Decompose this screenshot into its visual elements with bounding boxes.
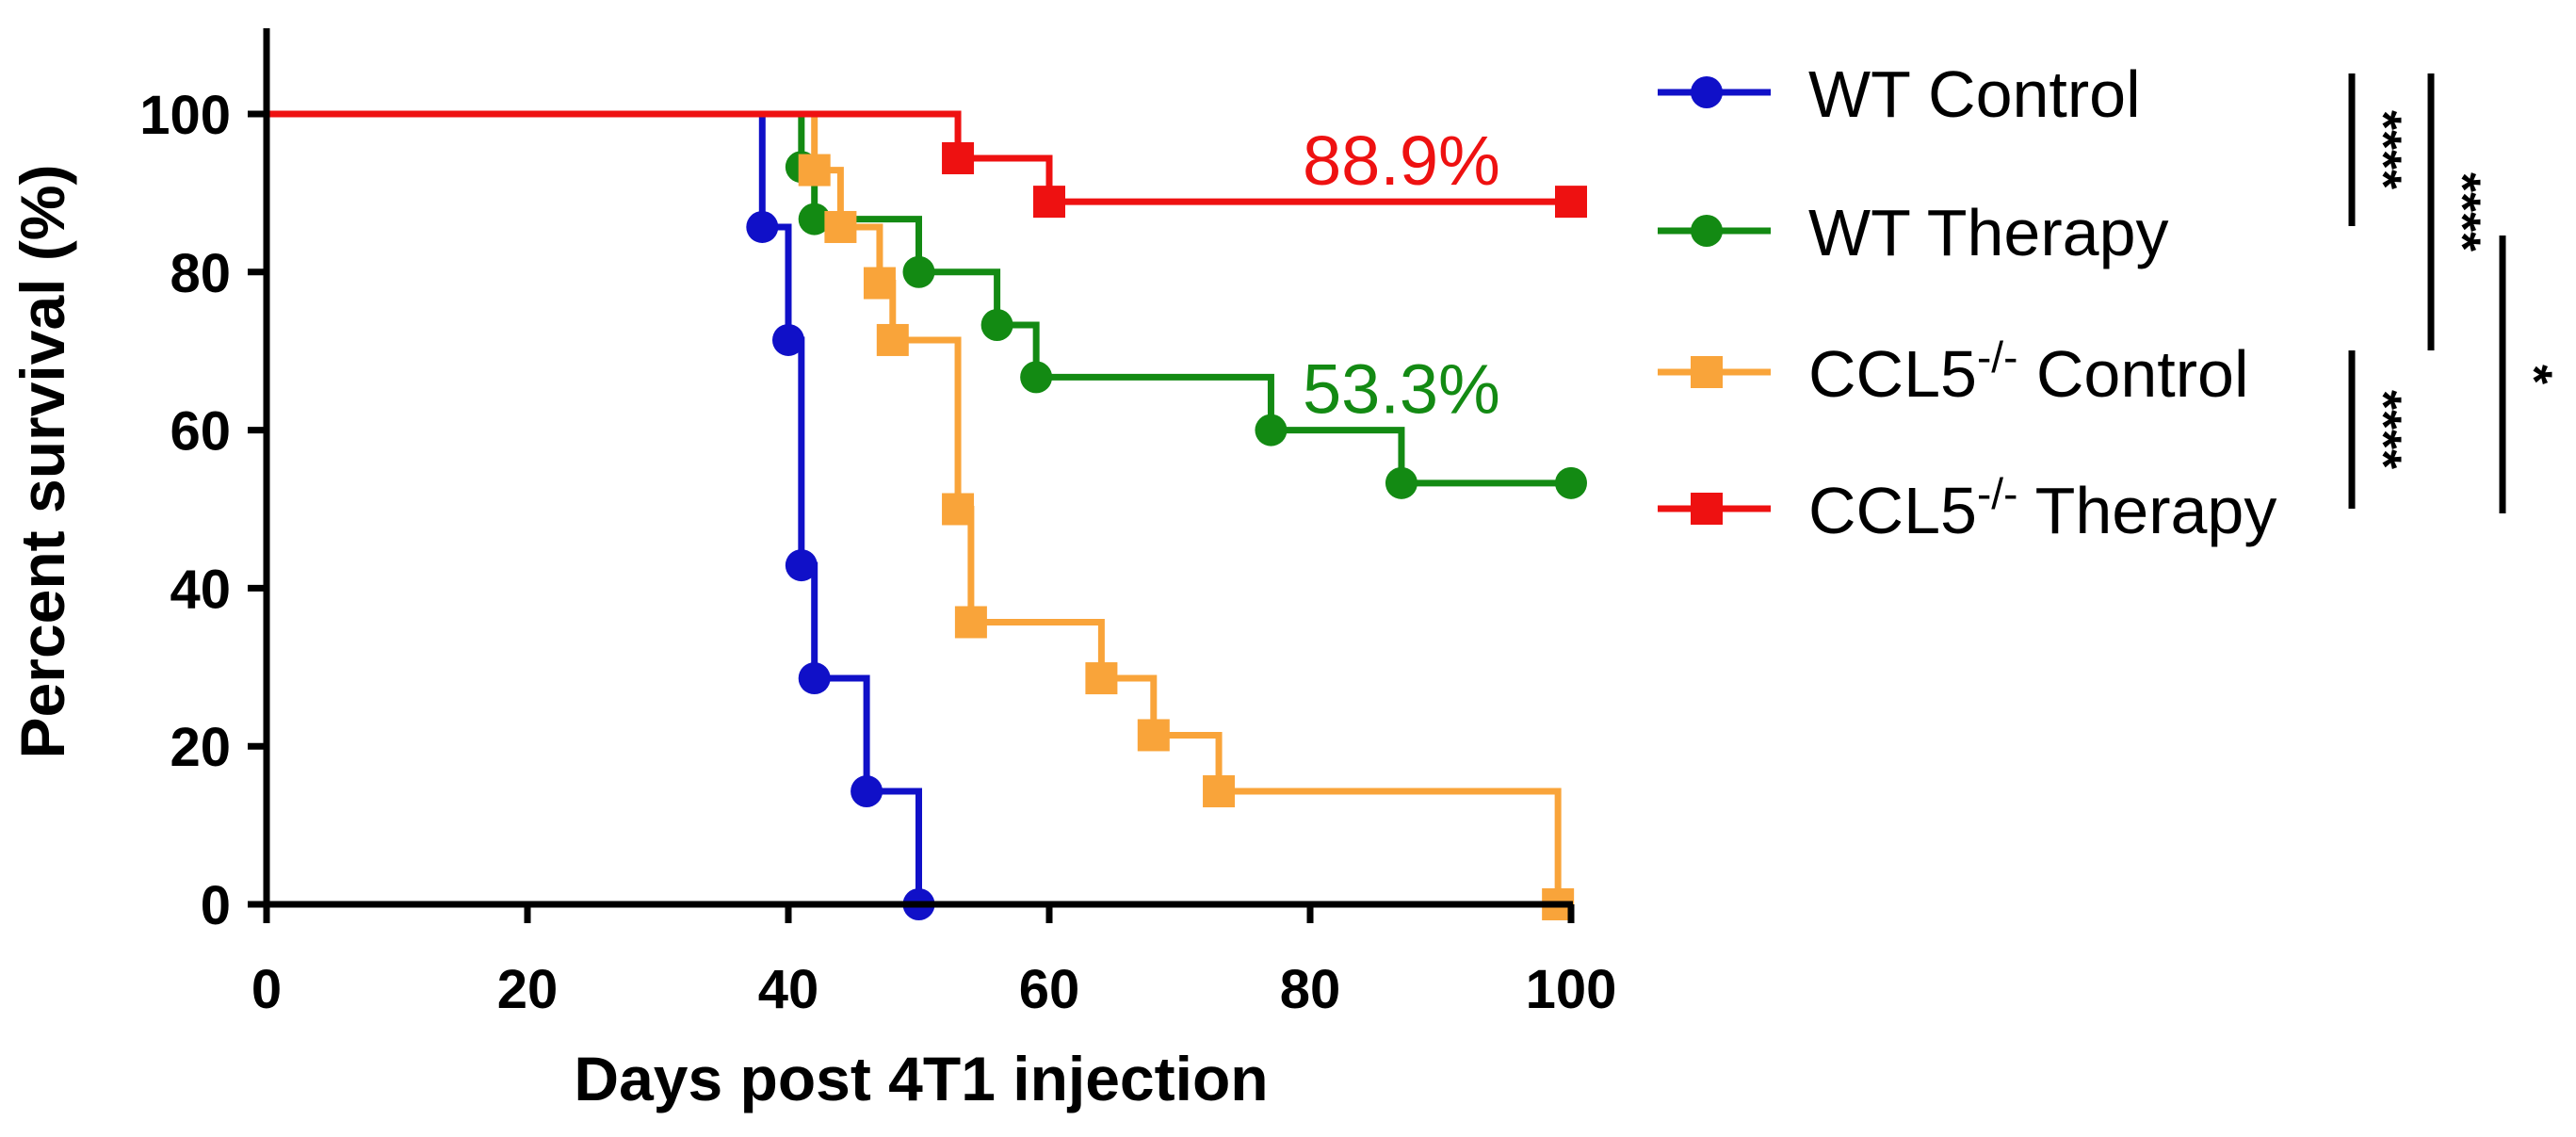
significance-label: **** xyxy=(2356,390,2412,469)
data-point xyxy=(863,267,896,300)
y-tick-label: 20 xyxy=(170,717,231,778)
legend-item: CCL5-/- Control xyxy=(1658,333,2249,411)
data-point xyxy=(798,154,831,187)
annotation-label: 53.3% xyxy=(1303,350,1500,429)
legend-item: WT Control xyxy=(1658,57,2141,131)
legend-marker xyxy=(1691,356,1723,388)
data-point xyxy=(876,323,909,356)
data-point xyxy=(746,210,779,243)
y-tick-label: 40 xyxy=(170,559,231,620)
legend-marker xyxy=(1691,493,1723,525)
y-axis: 0 20 40 60 80 100 xyxy=(139,28,270,936)
data-point xyxy=(1555,186,1587,219)
data-point xyxy=(942,141,975,174)
significance-label: **** xyxy=(2356,110,2412,189)
significance-brackets: ************* xyxy=(2348,73,2563,513)
series-0 xyxy=(267,110,935,920)
data-point xyxy=(824,210,857,243)
legend-marker xyxy=(1691,76,1723,108)
data-point xyxy=(798,203,831,236)
data-point xyxy=(1385,466,1418,499)
data-point xyxy=(1255,414,1288,447)
legend-marker xyxy=(1691,215,1723,247)
data-point xyxy=(785,549,818,582)
y-tick-label: 60 xyxy=(170,401,231,463)
x-tick-label: 100 xyxy=(1526,959,1617,1020)
series-3 xyxy=(267,110,1587,219)
legend-label: CCL5-/- Therapy xyxy=(1808,469,2276,547)
data-point xyxy=(1020,361,1053,394)
legend-item: WT Therapy xyxy=(1658,196,2169,269)
data-point xyxy=(980,309,1013,342)
series-line xyxy=(267,110,1562,904)
data-point xyxy=(851,775,883,808)
legend-label: WT Control xyxy=(1808,57,2141,131)
significance-bracket: **** xyxy=(2348,350,2412,509)
plot-area xyxy=(267,110,1587,920)
data-point xyxy=(902,255,935,288)
x-tick-label: 20 xyxy=(497,959,559,1020)
x-tick-label: 80 xyxy=(1280,959,1341,1020)
x-tick-label: 0 xyxy=(251,959,282,1020)
x-axis-label: Days post 4T1 injection xyxy=(574,1044,1268,1113)
data-point xyxy=(954,606,987,639)
data-point xyxy=(1555,466,1587,499)
data-point xyxy=(1033,186,1065,219)
data-point xyxy=(772,323,804,356)
y-tick-label: 100 xyxy=(139,85,231,146)
legend-label: WT Therapy xyxy=(1808,196,2169,269)
data-point xyxy=(942,493,975,526)
x-tick-label: 60 xyxy=(1019,959,1080,1020)
y-tick-label: 0 xyxy=(201,875,231,936)
significance-label: **** xyxy=(2435,172,2491,252)
y-tick-label: 80 xyxy=(170,243,231,304)
significance-label: * xyxy=(2506,365,2563,384)
series-line xyxy=(267,110,1571,205)
annotation-label: 88.9% xyxy=(1303,122,1500,200)
legend-label: CCL5-/- Control xyxy=(1808,333,2249,411)
legend: WT Control WT Therapy CCL5-/- Control CCL5-… xyxy=(1658,57,2276,547)
legend-item: CCL5-/- Therapy xyxy=(1658,469,2276,547)
significance-bracket: **** xyxy=(2427,73,2491,350)
data-point xyxy=(1203,775,1236,808)
x-tick-label: 40 xyxy=(758,959,819,1020)
significance-bracket: **** xyxy=(2348,73,2412,226)
data-point xyxy=(1137,719,1170,752)
data-point xyxy=(798,662,831,695)
series-2 xyxy=(267,110,1575,920)
data-point xyxy=(1085,662,1118,695)
significance-bracket: * xyxy=(2499,236,2563,513)
x-axis: 0 20 40 60 80 100 xyxy=(251,901,1617,1020)
y-axis-label: Percent survival (%) xyxy=(8,165,77,759)
annotations: 88.9% 53.3% xyxy=(1303,122,1500,428)
